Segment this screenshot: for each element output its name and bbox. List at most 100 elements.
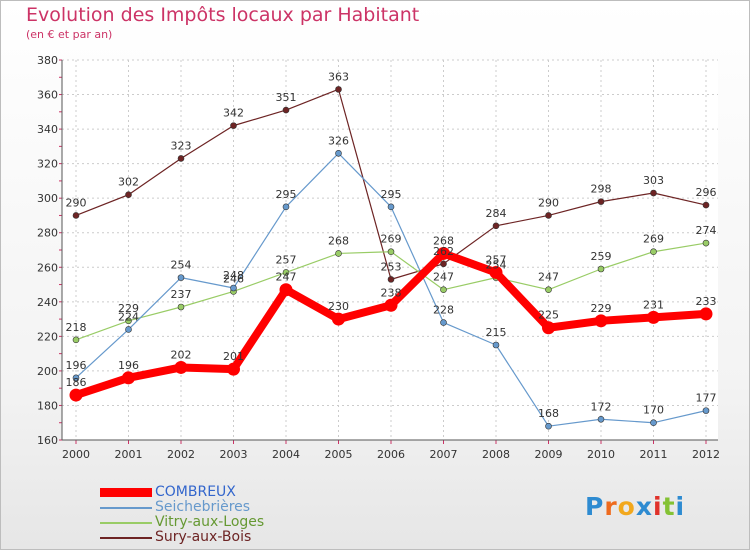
y-tick-label: 180 [37, 399, 58, 412]
data-label: 229 [118, 302, 139, 315]
legend-swatch [100, 536, 152, 539]
data-label: 295 [276, 188, 297, 201]
x-tick-label: 2008 [482, 448, 510, 461]
data-point [492, 222, 500, 230]
data-point [177, 303, 185, 311]
y-tick-label: 260 [37, 261, 58, 274]
data-label: 247 [538, 271, 559, 284]
data-point [699, 307, 713, 321]
data-label: 218 [66, 321, 87, 334]
data-point [650, 419, 657, 427]
proxiti-logo: Proxiti [585, 492, 685, 521]
legend-label: COMBREUX [155, 484, 236, 500]
data-label: 170 [643, 404, 664, 417]
data-label: 196 [118, 359, 139, 372]
x-tick-label: 2005 [325, 448, 353, 461]
data-label: 295 [381, 188, 402, 201]
legend-label: Vitry-aux-Loges [155, 514, 265, 530]
data-label: 284 [486, 207, 507, 220]
data-label: 290 [66, 196, 87, 209]
data-label: 262 [433, 245, 454, 258]
data-point [597, 198, 605, 205]
y-tick-label: 360 [37, 89, 58, 102]
data-point [545, 286, 552, 294]
data-label: 298 [591, 183, 612, 196]
data-point [597, 415, 605, 423]
data-point [230, 284, 237, 292]
data-point [545, 422, 552, 430]
data-point [387, 203, 395, 211]
data-point [440, 260, 447, 268]
data-point [69, 388, 83, 402]
data-label: 230 [328, 300, 349, 313]
data-label: 225 [538, 309, 559, 322]
data-label: 303 [643, 174, 664, 187]
data-point [125, 326, 132, 333]
data-label: 326 [328, 134, 349, 147]
data-label: 274 [696, 224, 717, 237]
data-label: 296 [696, 186, 717, 199]
data-point [702, 239, 710, 247]
data-label: 229 [591, 302, 612, 315]
data-point [279, 283, 293, 297]
data-point [489, 265, 503, 279]
y-tick-label: 280 [37, 227, 58, 240]
data-label: 168 [538, 407, 559, 420]
data-point [702, 407, 710, 414]
x-tick-label: 2004 [272, 448, 300, 461]
x-tick-label: 2006 [377, 448, 405, 461]
data-point [72, 374, 80, 382]
data-label: 186 [66, 376, 87, 389]
data-point [597, 265, 605, 273]
data-label: 237 [171, 288, 192, 301]
legend-label: Sury-aux-Bois [155, 529, 252, 545]
logo-letter: x [635, 492, 653, 521]
data-point [545, 212, 552, 219]
data-label: 302 [118, 176, 139, 189]
y-tick-label: 240 [37, 296, 58, 309]
data-point [702, 201, 710, 209]
data-point [492, 341, 500, 349]
y-tick-label: 340 [37, 123, 58, 136]
data-point [440, 286, 447, 294]
logo-letter: i [653, 492, 663, 521]
data-label: 351 [276, 91, 297, 104]
logo-letter: t [662, 492, 676, 521]
chart-title: Evolution des Impôts locaux par Habitant [26, 4, 420, 26]
data-point [177, 274, 185, 281]
legend-swatch [100, 488, 152, 497]
legend-swatch [100, 521, 152, 524]
data-label: 257 [486, 253, 507, 266]
y-tick-label: 320 [37, 158, 58, 171]
data-point [282, 269, 290, 276]
data-label: 247 [276, 271, 297, 284]
data-label: 228 [433, 304, 454, 317]
data-label: 323 [171, 139, 192, 152]
logo-letter: o [617, 492, 636, 521]
data-label: 269 [643, 233, 664, 246]
data-point [387, 276, 395, 283]
x-tick-label: 2007 [430, 448, 458, 461]
data-point [125, 317, 132, 325]
data-label: 268 [433, 234, 454, 247]
data-label: 202 [171, 348, 192, 361]
y-tick-label: 200 [37, 365, 58, 378]
data-label: 254 [486, 259, 507, 272]
data-point [437, 246, 450, 260]
data-label: 172 [591, 400, 612, 413]
y-tick-label: 220 [37, 330, 58, 343]
data-point [174, 360, 188, 374]
y-tick-label: 300 [37, 192, 58, 205]
data-label: 268 [328, 234, 349, 247]
data-label: 269 [381, 233, 402, 246]
data-point [282, 106, 290, 114]
logo-letter: i [675, 492, 686, 521]
logo-letter: r [604, 492, 618, 521]
data-label: 253 [381, 260, 402, 273]
data-label: 201 [223, 350, 244, 363]
data-point [122, 371, 135, 385]
data-label: 248 [223, 269, 244, 282]
data-label: 257 [276, 253, 297, 266]
data-point [177, 155, 185, 162]
